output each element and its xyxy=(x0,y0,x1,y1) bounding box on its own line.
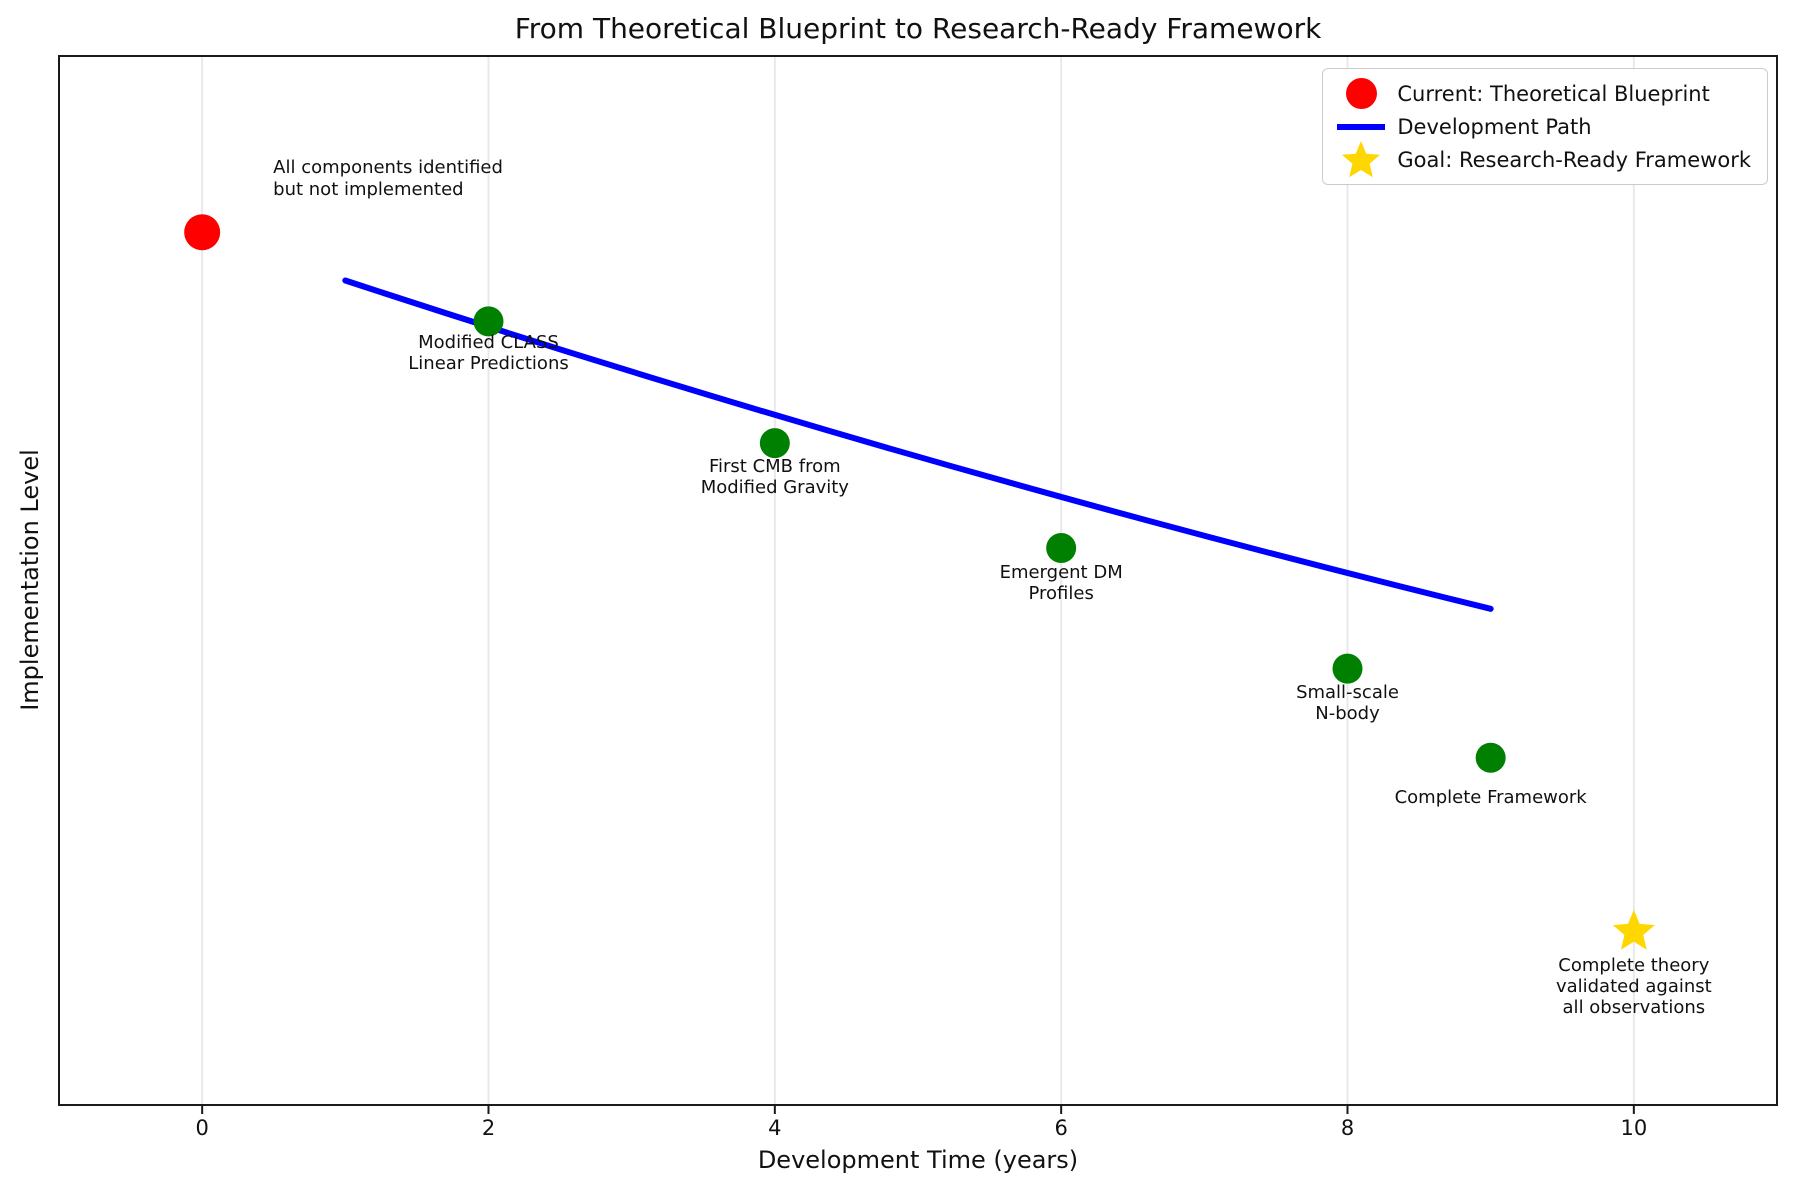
modified-class-marker xyxy=(473,306,504,337)
y-axis-label: Implementation Level xyxy=(16,449,44,711)
theoretical-blueprint-marker xyxy=(184,214,221,251)
x-tick-label-8: 8 xyxy=(1340,1116,1355,1140)
complete-framework-marker xyxy=(1475,742,1506,773)
x-axis-label: Development Time (years) xyxy=(757,1146,1079,1174)
research-ready-goal-marker xyxy=(1612,909,1655,950)
modified-class-label: Modified CLASS Linear Predictions xyxy=(408,332,569,375)
development-path-line xyxy=(342,277,1494,612)
complete-framework-label: Complete Framework xyxy=(1394,786,1587,808)
first-cmb-label: First CMB from Modified Gravity xyxy=(700,456,849,499)
x-tick-label-2: 2 xyxy=(481,1116,496,1140)
x-tick-label-10: 10 xyxy=(1620,1116,1648,1140)
emergent-dm-label: Emergent DM Profiles xyxy=(999,561,1123,604)
legend-item-0: Current: Theoretical Blueprint xyxy=(1335,77,1751,110)
small-scale-nbody-label: Small-scale N-body xyxy=(1296,681,1399,724)
legend-label: Goal: Research-Ready Framework xyxy=(1397,147,1751,172)
x-tick-label-4: 4 xyxy=(768,1116,782,1140)
first-cmb-marker xyxy=(759,428,790,459)
x-tick-label-6: 6 xyxy=(1054,1116,1068,1140)
emergent-dm-marker xyxy=(1046,532,1077,563)
legend-item-1: Development Path xyxy=(1335,110,1751,143)
small-scale-nbody-marker xyxy=(1332,653,1363,684)
research-ready-goal-label: Complete theory validated against all obse… xyxy=(1555,954,1712,1018)
plot-border xyxy=(58,55,1778,1106)
star-glyph xyxy=(1342,140,1381,177)
x-tick-label-0: 0 xyxy=(195,1116,209,1140)
legend-star-icon xyxy=(1342,140,1381,177)
chart-title: From Theoretical Blueprint to Research-R… xyxy=(514,12,1322,45)
legend: Current: Theoretical Blueprint Developmen… xyxy=(1322,68,1768,185)
legend-label: Development Path xyxy=(1397,114,1592,139)
legend-label: Current: Theoretical Blueprint xyxy=(1397,81,1710,106)
legend-line-icon xyxy=(1337,123,1386,130)
legend-circle-icon xyxy=(1345,78,1377,109)
theoretical-blueprint-label: All components identified but not impleme… xyxy=(273,157,503,201)
legend-item-2: Goal: Research-Ready Framework xyxy=(1335,140,1751,177)
